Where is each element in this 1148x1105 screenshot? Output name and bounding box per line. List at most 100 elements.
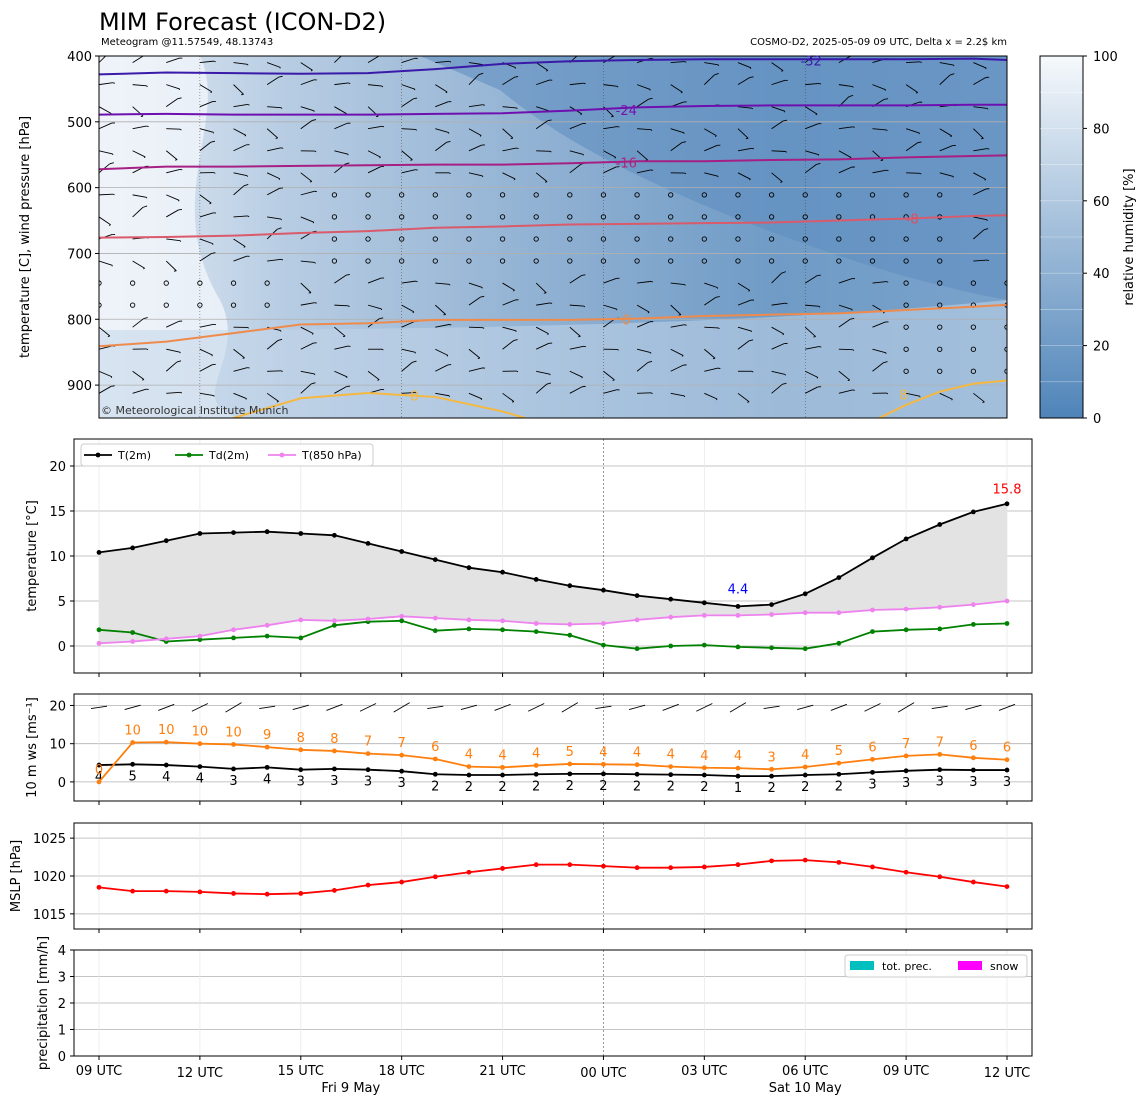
series-td2m-point: [96, 627, 102, 633]
wind-barb: [1006, 150, 1007, 152]
calm-marker: [399, 192, 405, 198]
wind-barb-flag: [785, 151, 787, 153]
calm-marker: [600, 192, 607, 198]
series-wind-mean-point: [903, 768, 909, 774]
series-t2m-point: [365, 541, 371, 546]
series-wind-gust-point: [1004, 757, 1010, 763]
calm-marker: [869, 236, 876, 242]
series-t850-point: [163, 636, 169, 642]
wind-barb: [805, 386, 818, 394]
wind-barb-flag: [276, 400, 279, 403]
wind-barb: [1006, 392, 1007, 394]
series-wind-mean-point: [634, 771, 640, 777]
series-t2m-point: [432, 557, 438, 562]
wind-barb: [771, 326, 785, 335]
series-wind-mean-point: [264, 764, 270, 770]
wind-mean-value-label: 2: [700, 780, 708, 795]
wind-barb: [233, 128, 247, 136]
calm-marker: [937, 346, 943, 352]
wind-barb: [973, 229, 985, 240]
wind-barb-flag: [684, 172, 687, 175]
calm-marker: [533, 236, 539, 242]
calm-marker: [701, 214, 707, 220]
legend-marker-td2m: [186, 452, 192, 458]
wind-barb-flag: [749, 178, 751, 181]
calm-marker: [937, 324, 943, 330]
calm-marker: [129, 280, 136, 286]
wind-barb: [468, 104, 483, 108]
wind-barb: [199, 194, 212, 204]
wind-barb: [468, 392, 482, 400]
wind-barb-flag: [782, 333, 785, 336]
wind-barb-10m: [427, 705, 444, 710]
wind-barb: [435, 101, 449, 108]
wind-barb: [367, 150, 381, 158]
wind-barb: [1006, 84, 1007, 85]
wind-barb-flag: [177, 97, 182, 100]
xtick-label-7: 06 UTC: [782, 1064, 828, 1079]
isotherm--32-0: [99, 57, 1007, 76]
wind-barb-flag: [179, 240, 182, 242]
wind-barb: [401, 361, 413, 372]
wind-barb-flag: [478, 72, 484, 76]
ytick-label-800: 800: [67, 313, 92, 328]
wind-barb: [603, 150, 617, 158]
wind-barb: [670, 364, 684, 372]
wind-barb-flag: [348, 305, 350, 308]
calm-marker: [768, 214, 775, 220]
colorbar-tick-label-20: 20: [1093, 340, 1110, 355]
wind-barb-flag: [544, 181, 548, 183]
wind-barb: [603, 389, 618, 394]
wind-barb-flag: [278, 178, 281, 180]
colorbar-tick-label-0: 0: [1093, 412, 1101, 427]
calm-marker: [937, 236, 943, 242]
wind-mean-value-label: 2: [498, 780, 506, 795]
series-td2m-point: [264, 633, 270, 639]
wind-barb: [199, 84, 213, 93]
wind-barb-flag: [1021, 152, 1022, 153]
xtick-label-0: 09 UTC: [76, 1064, 122, 1079]
wind-barb: [704, 326, 719, 329]
wind-barb: [266, 187, 280, 196]
wind-barb: [1006, 172, 1007, 174]
wind-barb-flag: [211, 252, 216, 254]
series-td2m-point: [432, 628, 438, 634]
wind-mean-value-label: 1: [734, 781, 742, 796]
calm-marker: [163, 302, 169, 308]
wind-barb: [199, 141, 212, 152]
wind-barb: [300, 216, 314, 223]
legend-label-t850: T(850 hPa): [301, 449, 362, 462]
wind-barb: [838, 84, 853, 88]
wind-barb: [267, 258, 282, 262]
calm-marker: [970, 324, 977, 330]
wind-gust-value-label: 6: [1003, 741, 1011, 756]
series-mslp-point: [802, 857, 808, 863]
series-mslp-point: [937, 874, 943, 880]
series-t850-point: [365, 616, 371, 622]
legend-label-0: tot. prec.: [882, 960, 932, 973]
wind-barb: [535, 342, 550, 350]
wind-barb: [300, 282, 312, 293]
wind-barb: [535, 172, 548, 182]
series-wind-gust-point: [264, 744, 270, 750]
calm-marker: [533, 192, 539, 198]
temperature-legend: T(2m) Td(2m) T(850 hPa): [80, 443, 374, 467]
wind-barb-flag: [852, 349, 855, 351]
wind-barb: [132, 150, 146, 158]
wind-barb-flag: [847, 379, 850, 382]
wind-barb: [804, 164, 817, 174]
calm-marker: [668, 258, 674, 264]
series-wind-gust-point: [432, 756, 438, 762]
wind-barb: [804, 275, 818, 284]
wind-barb-flag: [242, 357, 245, 359]
wind-barb-flag: [379, 156, 381, 159]
series-t850-point: [399, 613, 405, 619]
wind-barb: [569, 150, 584, 155]
calm-marker: [634, 258, 640, 264]
wind-barb-10m: [561, 702, 579, 713]
wind-barb-flag: [280, 370, 283, 372]
wind-barb: [199, 253, 212, 262]
wind-barb-flag: [546, 70, 548, 72]
wind-barb-flag: [882, 311, 885, 314]
series-t2m-point: [466, 565, 472, 571]
